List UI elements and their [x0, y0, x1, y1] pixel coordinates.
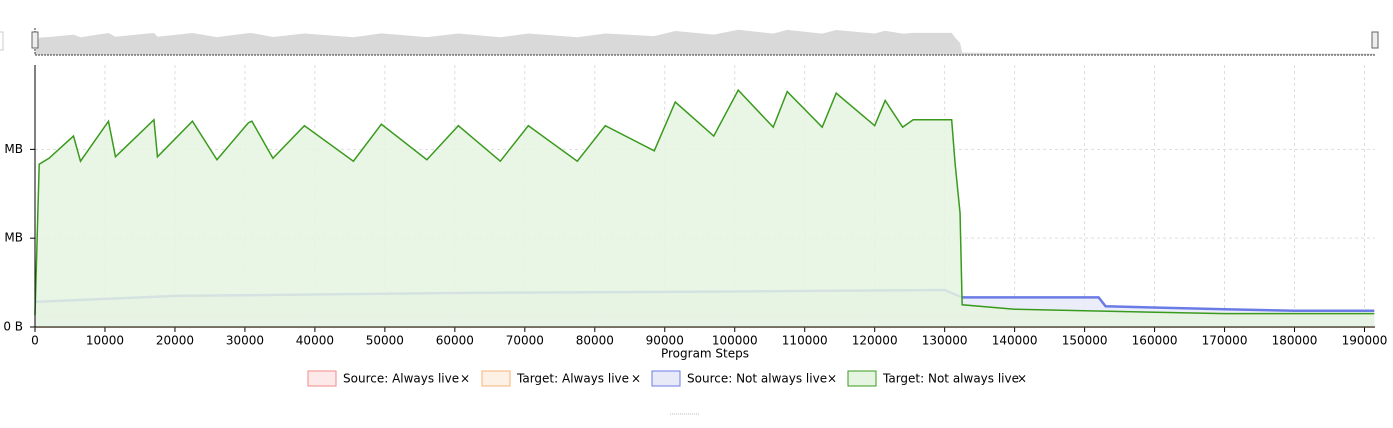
overview[interactable]	[31, 28, 1379, 56]
x-tick-label: 150000	[1062, 334, 1108, 348]
x-tick-label: 40000	[296, 334, 334, 348]
x-tick-label: 30000	[226, 334, 264, 348]
legend-label[interactable]: Target: Not always live	[882, 372, 1019, 386]
x-tick-label: 160000	[1132, 334, 1178, 348]
side-button[interactable]	[0, 31, 4, 51]
x-tick-label: 120000	[852, 334, 898, 348]
legend-remove[interactable]: ×	[631, 372, 641, 386]
legend-label[interactable]: Source: Not always live	[687, 372, 827, 386]
x-tick-label: 180000	[1272, 334, 1318, 348]
x-tick-label: 170000	[1202, 334, 1248, 348]
series-line	[34, 88, 1375, 316]
x-tick-label: 60000	[436, 334, 474, 348]
brush-handle[interactable]	[1371, 31, 1379, 49]
x-tick-label: 90000	[646, 334, 684, 348]
x-tick-label: 100000	[712, 334, 758, 348]
y-tick-label: 12 MB	[0, 142, 23, 156]
legend-swatch[interactable]	[481, 370, 511, 387]
x-tick-label: 130000	[922, 334, 968, 348]
x-tick-label: 10000	[86, 334, 124, 348]
brush-handle[interactable]	[31, 31, 39, 49]
legend: Source: Always live × Target: Always live ×…	[307, 370, 1027, 387]
x-tick-label: 140000	[992, 334, 1038, 348]
x-tick-label: 20000	[156, 334, 194, 348]
legend-swatch[interactable]	[307, 370, 337, 387]
x-tick-label: 50000	[366, 334, 404, 348]
plot: 0 10000 20000 30000 40000 50000 60000 70000 8000…	[0, 65, 1387, 348]
legend-remove[interactable]: ×	[827, 372, 837, 386]
legend-remove[interactable]: ×	[1017, 372, 1027, 386]
x-tick-label: 0	[31, 334, 39, 348]
legend-remove[interactable]: ×	[460, 372, 470, 386]
x-tick-label: 80000	[576, 334, 614, 348]
legend-label[interactable]: Source: Always live	[343, 372, 459, 386]
legend-swatch[interactable]	[651, 370, 681, 387]
legend-swatch[interactable]	[847, 370, 877, 387]
y-tick-label: 6 MB	[0, 231, 23, 245]
series-area	[35, 90, 1375, 327]
x-tick-label: 70000	[506, 334, 544, 348]
x-tick-label: 190000	[1342, 334, 1388, 348]
y-tick-label: 0 B	[3, 320, 23, 334]
x-axis-title: Program Steps	[661, 347, 749, 361]
legend-label[interactable]: Target: Always live	[516, 372, 629, 386]
x-tick-label: 110000	[782, 334, 828, 348]
overview-area	[35, 29, 1375, 55]
